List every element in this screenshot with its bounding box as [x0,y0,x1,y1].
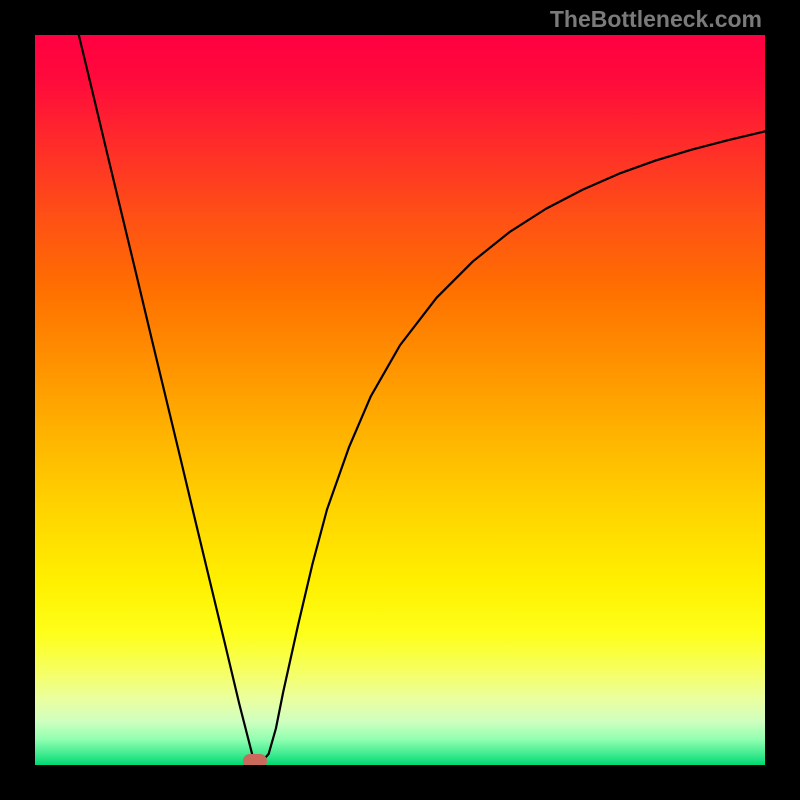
bottleneck-curve [35,35,765,765]
plot-area [35,35,765,765]
valley-marker [243,754,267,765]
watermark-text: TheBottleneck.com [550,6,762,33]
